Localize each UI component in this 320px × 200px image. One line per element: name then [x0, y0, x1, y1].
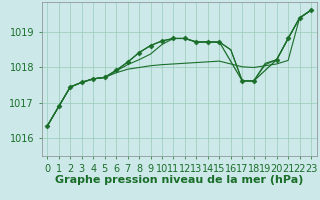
X-axis label: Graphe pression niveau de la mer (hPa): Graphe pression niveau de la mer (hPa) [55, 175, 303, 185]
